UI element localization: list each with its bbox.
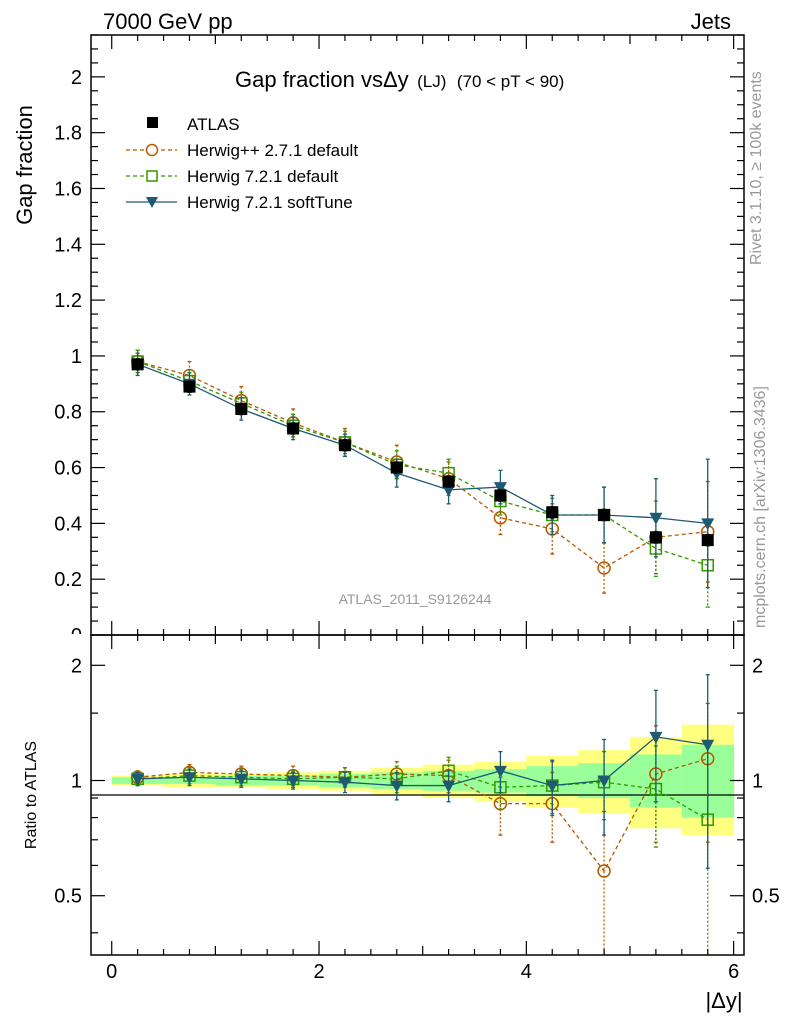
series-herwig-2-7-1-default bbox=[130, 702, 715, 955]
point-herwig-7-2-1-softtune bbox=[493, 482, 507, 495]
main-y-tick-label: 1.8 bbox=[54, 123, 82, 145]
point-herwig-7-2-1-softtune bbox=[131, 773, 145, 786]
x-tick-label: 0 bbox=[106, 961, 117, 983]
series-line-herwig-2-7-1-default bbox=[137, 360, 708, 569]
series-atlas bbox=[131, 358, 714, 547]
point-herwig-7-2-1-softtune bbox=[493, 765, 507, 778]
legend-entry-herwigpp: Herwig++ 2.7.1 default bbox=[126, 141, 358, 160]
ratio-plot-series bbox=[130, 674, 715, 955]
point-herwig-7-2-1-softtune bbox=[390, 780, 404, 793]
point-herwig-7-2-1-softtune bbox=[597, 775, 611, 788]
x-tick-label: 4 bbox=[521, 961, 532, 983]
main-y-tick-label: 0.6 bbox=[54, 458, 82, 480]
point-herwig-7-2-1-softtune bbox=[649, 731, 663, 744]
point-atlas bbox=[338, 439, 351, 452]
point-herwig-7-2-1-softtune bbox=[545, 780, 559, 793]
series-herwig-2-7-1-default bbox=[130, 349, 715, 594]
ratio-y-tick-labels: 0.5 1 2 0.5 1 2 bbox=[54, 655, 780, 907]
point-herwig-7-2-1-softtune bbox=[286, 775, 300, 788]
point-herwig-7-2-1-softtune bbox=[182, 772, 196, 785]
series-line-herwig-7-2-1-default bbox=[137, 770, 709, 821]
point-atlas bbox=[235, 402, 248, 415]
ratio-y-tick-label-right: 0.5 bbox=[752, 886, 780, 908]
series-line-herwig-2-7-1-default bbox=[137, 758, 708, 873]
legend-label-herwig-default: Herwig 7.2.1 default bbox=[187, 167, 338, 186]
mcplots-label: mcplots.cern.ch [arXiv:1306.3436] bbox=[752, 386, 769, 628]
title-sub: (LJ) bbox=[417, 72, 446, 91]
header-left: 7000 GeV pp bbox=[103, 9, 233, 34]
point-atlas bbox=[131, 358, 144, 371]
series-herwig-7-2-1-softtune bbox=[131, 674, 715, 869]
point-atlas bbox=[494, 489, 507, 502]
point-herwig-7-2-1-softtune bbox=[701, 518, 715, 531]
ratio-y-tick-label-left: 0.5 bbox=[54, 886, 82, 908]
point-atlas bbox=[287, 422, 300, 435]
axis-ticks bbox=[91, 34, 744, 955]
point-atlas bbox=[598, 509, 611, 521]
point-atlas bbox=[546, 506, 559, 519]
legend-marker-atlas bbox=[147, 117, 158, 128]
main-ylabel: Gap fraction bbox=[12, 105, 37, 225]
legend-label-herwig-softtune: Herwig 7.2.1 softTune bbox=[187, 193, 353, 212]
x-tick-labels: 0 2 4 6 bbox=[106, 961, 739, 983]
rivet-label: Rivet 3.1.10, ≥ 100k events bbox=[748, 71, 765, 265]
main-y-tick-label: 1 bbox=[71, 346, 82, 368]
ratio-y-tick-label-right: 2 bbox=[752, 655, 763, 677]
ratio-ylabel: Ratio to ATLAS bbox=[23, 741, 40, 849]
main-y-tick-label: 0.4 bbox=[54, 513, 82, 535]
header-right: Jets bbox=[691, 9, 731, 34]
point-herwig-7-2-1-softtune bbox=[338, 777, 352, 790]
point-herwig-7-2-1-softtune bbox=[234, 773, 248, 786]
point-herwig-2-7-1-default bbox=[597, 561, 611, 575]
legend-entry-herwig-default: Herwig 7.2.1 default bbox=[126, 167, 338, 186]
series-line-herwig-7-2-1-default bbox=[137, 360, 708, 566]
series-line-herwig-7-2-1-softtune bbox=[137, 736, 708, 787]
point-atlas bbox=[183, 380, 196, 393]
legend-entry-herwig-softtune: Herwig 7.2.1 softTune bbox=[126, 193, 353, 212]
main-y-tick-label: 0.8 bbox=[54, 402, 82, 424]
main-y-tick-label: 0.2 bbox=[54, 569, 82, 591]
legend: ATLAS Herwig++ 2.7.1 default Herwig 7.2.… bbox=[126, 115, 358, 212]
legend-entry-atlas: ATLAS bbox=[147, 115, 240, 134]
main-y-tick-labels: 0.2 0.4 0.6 0.8 1 1.2 1.4 1.6 1.8 2 bbox=[54, 67, 82, 591]
series-line-herwig-7-2-1-softtune bbox=[137, 363, 708, 525]
legend-marker-herwig-default bbox=[146, 170, 158, 182]
ratio-uncertainty-bands bbox=[111, 724, 735, 836]
legend-marker-herwig-softtune bbox=[146, 197, 158, 208]
point-atlas bbox=[649, 531, 662, 544]
series-herwig-7-2-1-softtune bbox=[131, 352, 715, 589]
point-herwig-7-2-1-softtune bbox=[649, 512, 663, 525]
point-atlas bbox=[390, 461, 403, 474]
series-herwig-7-2-1-default bbox=[131, 349, 714, 608]
main-y-tick-label: 2 bbox=[71, 67, 82, 89]
point-herwig-7-2-1-softtune bbox=[701, 739, 715, 752]
x-tick-label: 2 bbox=[313, 961, 324, 983]
legend-label-herwigpp: Herwig++ 2.7.1 default bbox=[187, 141, 358, 160]
legend-label-atlas: ATLAS bbox=[187, 115, 240, 134]
x-tick-label: 6 bbox=[728, 961, 739, 983]
main-y-tick-label-zero: 0 bbox=[71, 625, 82, 647]
ratio-y-tick-label-right: 1 bbox=[752, 771, 763, 793]
main-y-tick-label: 1.6 bbox=[54, 178, 82, 200]
point-atlas bbox=[442, 475, 455, 488]
point-atlas bbox=[701, 534, 714, 547]
ratio-y-tick-label-left: 2 bbox=[71, 655, 82, 677]
ratio-plot-frame bbox=[90, 634, 745, 956]
title-range: (70 < pT < 90) bbox=[457, 72, 564, 91]
ratio-xlabel: |Δy| bbox=[705, 988, 742, 1013]
ratio-y-tick-label-left: 1 bbox=[71, 771, 82, 793]
main-y-tick-label: 1.4 bbox=[54, 234, 82, 256]
main-plot-series bbox=[130, 349, 715, 608]
point-herwig-2-7-1-default bbox=[597, 864, 611, 878]
point-herwig-7-2-1-softtune bbox=[442, 780, 456, 793]
watermark: ATLAS_2011_S9126244 bbox=[339, 591, 492, 607]
main-title: Gap fraction vsΔy (LJ) (70 < pT < 90) bbox=[235, 67, 564, 92]
point-herwig-7-2-1-softtune bbox=[442, 484, 456, 497]
legend-marker-herwigpp bbox=[145, 143, 159, 157]
main-y-tick-label: 1.2 bbox=[54, 290, 82, 312]
title-main: Gap fraction vsΔy bbox=[235, 67, 409, 92]
